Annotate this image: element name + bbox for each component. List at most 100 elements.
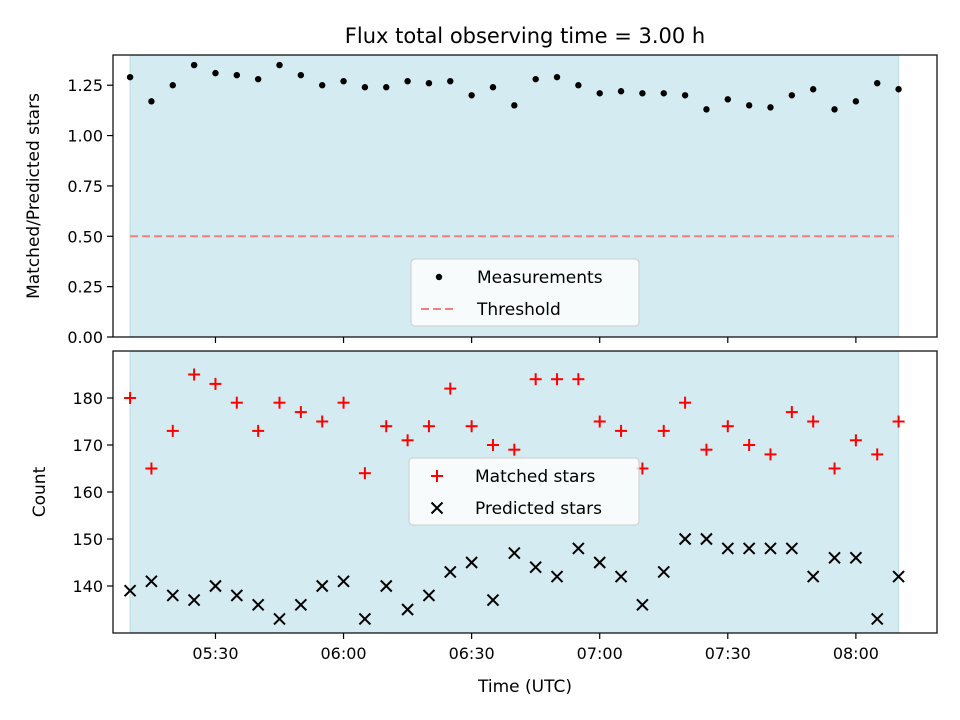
marker-stroke (273, 612, 286, 626)
data-point (785, 406, 798, 419)
data-point (297, 71, 305, 79)
data-point (190, 61, 198, 69)
data-point (660, 90, 667, 97)
x-axis-label: Time (UTC) (477, 677, 572, 697)
marker-stroke (166, 589, 179, 602)
marker-stroke (315, 579, 329, 593)
data-point (254, 75, 262, 83)
marker-stroke (614, 570, 628, 583)
data-point (319, 82, 326, 89)
marker-stroke (230, 589, 244, 602)
data-point (785, 542, 799, 555)
data-point (188, 368, 201, 381)
data-point (230, 396, 243, 409)
data-point (593, 556, 606, 569)
data-point (551, 373, 564, 386)
y-tick-label: 0.75 (67, 177, 103, 196)
marker-stroke (508, 546, 521, 560)
data-point (123, 584, 137, 597)
marker-stroke (657, 565, 670, 579)
marker-stroke (529, 560, 542, 574)
data-point (532, 75, 539, 83)
x-tick-label: 08:00 (833, 644, 879, 663)
y-tick-label: 0.25 (67, 278, 103, 297)
bottom-panel: 140 150 160 170 180 05:30 06:00 06:30 07:00 07:30… (30, 350, 938, 663)
data-point (874, 80, 881, 87)
data-point (636, 598, 649, 612)
data-point (315, 579, 329, 593)
data-point (404, 77, 411, 85)
data-point (593, 415, 606, 428)
data-point (337, 575, 350, 588)
marker-stroke (871, 612, 884, 626)
data-point (745, 102, 753, 109)
y-axis-label: Count (30, 466, 50, 517)
marker-stroke (550, 570, 564, 583)
data-point (169, 82, 176, 89)
data-point (721, 542, 735, 555)
data-point (657, 565, 670, 579)
marker-stroke (337, 575, 350, 588)
data-point (401, 603, 414, 616)
data-point (422, 420, 435, 433)
series-predicted-stars (123, 532, 905, 626)
marker-stroke (828, 551, 841, 565)
marker-stroke (430, 501, 444, 515)
marker-stroke (209, 579, 222, 593)
data-point (743, 439, 756, 451)
marker-stroke (465, 556, 478, 569)
data-point (489, 84, 497, 91)
data-point (425, 80, 433, 87)
data-point (871, 612, 884, 626)
marker-stroke (764, 542, 777, 555)
data-point (358, 612, 372, 626)
data-point (166, 424, 179, 437)
data-point (895, 86, 902, 93)
legend-marker-predicted (430, 501, 444, 515)
marker-stroke (806, 570, 820, 583)
data-point (273, 396, 286, 409)
x-tick-label: 06:30 (449, 644, 495, 663)
data-point (316, 415, 329, 428)
data-point (617, 88, 625, 95)
data-point (212, 69, 219, 77)
marker-stroke (636, 598, 649, 612)
marker-stroke (444, 565, 457, 579)
data-point (508, 443, 521, 456)
marker-stroke (593, 556, 606, 569)
data-point (126, 73, 134, 81)
data-point (230, 589, 244, 602)
legend-label: Predicted stars (475, 499, 602, 519)
data-point (383, 84, 390, 91)
data-point (831, 106, 838, 113)
legend-box (410, 258, 640, 327)
legend-marker-measurements (435, 273, 443, 281)
data-point (828, 551, 841, 565)
y-tick-label: 180 (72, 389, 103, 408)
data-point (614, 570, 628, 583)
data-point (679, 396, 692, 409)
legend-label: Matched stars (475, 467, 595, 487)
data-point (340, 77, 347, 85)
legend-label: Threshold (476, 300, 561, 320)
data-point (444, 565, 457, 579)
x-tick-label: 07:30 (705, 644, 751, 663)
marker-stroke (422, 589, 436, 602)
data-point (422, 589, 436, 602)
data-point (294, 598, 308, 612)
data-point (380, 420, 393, 433)
marker-stroke (401, 603, 414, 616)
data-point (148, 98, 155, 105)
data-point (572, 542, 585, 555)
data-point (767, 104, 774, 111)
data-point (187, 593, 201, 607)
data-point (849, 434, 862, 447)
marker-stroke (572, 542, 585, 555)
data-point (209, 579, 222, 593)
marker-stroke (678, 532, 692, 546)
y-tick-label: 160 (72, 483, 103, 502)
data-point (849, 551, 863, 565)
data-point (276, 61, 283, 69)
data-point (233, 71, 241, 79)
